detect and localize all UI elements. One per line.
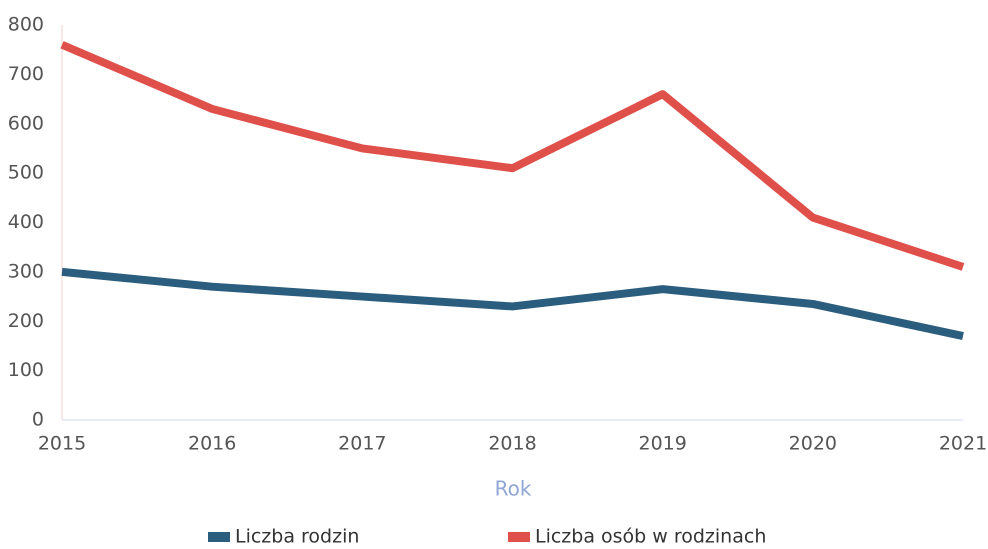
legend-label: Liczba rodzin bbox=[235, 526, 359, 548]
y-tick-label: 500 bbox=[8, 162, 44, 184]
y-tick-label: 200 bbox=[8, 310, 44, 332]
x-tick-label: 2017 bbox=[338, 433, 386, 455]
y-tick-label: 100 bbox=[8, 359, 44, 381]
y-tick-label: 0 bbox=[32, 409, 44, 431]
legend-swatch bbox=[508, 532, 530, 542]
y-tick-label: 700 bbox=[8, 63, 44, 85]
x-tick-label: 2015 bbox=[38, 433, 86, 455]
x-axis-label: Rok bbox=[495, 477, 532, 501]
x-tick-label: 2016 bbox=[188, 433, 236, 455]
x-tick-label: 2021 bbox=[939, 433, 987, 455]
x-tick-label: 2019 bbox=[638, 433, 686, 455]
y-tick-label: 400 bbox=[8, 211, 44, 233]
x-tick-label: 2018 bbox=[488, 433, 536, 455]
y-tick-label: 300 bbox=[8, 260, 44, 282]
y-tick-label: 600 bbox=[8, 112, 44, 134]
legend-swatch bbox=[208, 532, 230, 542]
legend-label: Liczba osób w rodzinach bbox=[535, 526, 766, 548]
series-line bbox=[60, 41, 965, 271]
series-line bbox=[61, 267, 964, 340]
x-tick-label: 2020 bbox=[789, 433, 837, 455]
y-tick-label: 800 bbox=[8, 14, 44, 36]
